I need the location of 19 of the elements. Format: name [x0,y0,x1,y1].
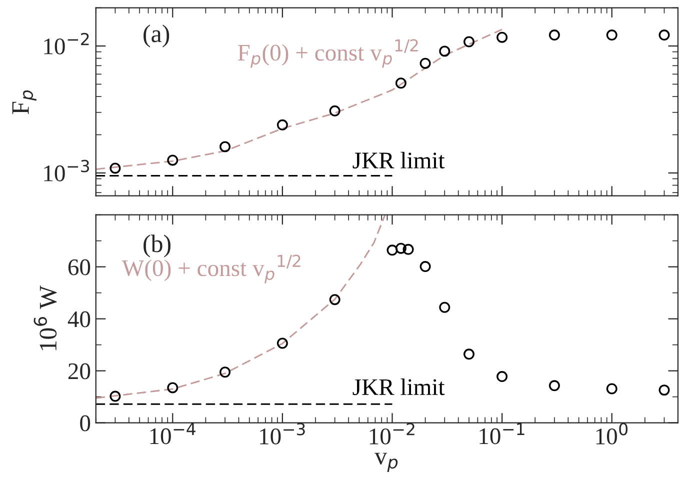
annotation: (a) [144,24,170,48]
x-tick-label: 10$^{−2}$ [370,422,414,444]
x-tick-label: 10$^{−3}$ [260,422,305,444]
x-tick-label: 10$^{−4}$ [150,422,196,444]
series-label: F$_{p}$(0) + const v$_{p}$$^{1/2}$ [238,39,418,68]
x-axis-title: v$_{p}$ [374,452,398,472]
y-tick-label: 10$^{−3}$ [44,160,90,182]
x-tick-label: 10$^{−1}$ [480,422,524,444]
y-tick-label: 20 [68,363,90,380]
y-axis-title: F$_{p}$ [12,90,36,114]
x-tick-label: 10$^{0}$ [596,422,628,444]
y-axis-title: 10$^{6}$ W [34,285,57,350]
y-tick-label: 10$^{−2}$ [44,32,89,54]
y-tick-label: 40 [68,311,90,328]
annotation: (b) [144,234,170,258]
series-label: JKR limit [352,152,445,168]
y-tick-label: 60 [68,259,90,276]
series-label: JKR limit [352,378,445,396]
y-tick-label: 0 [80,415,90,432]
